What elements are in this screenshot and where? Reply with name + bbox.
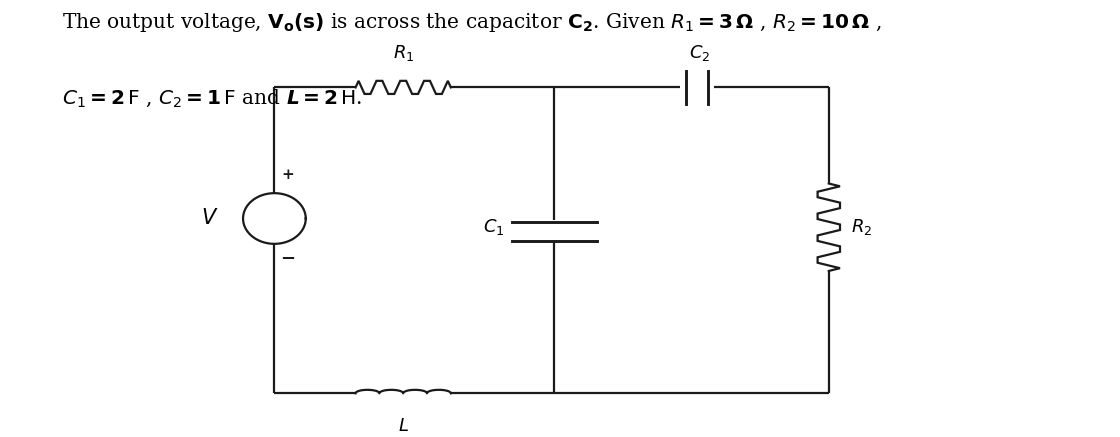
Text: +: + [281,168,295,182]
Text: $R_2$: $R_2$ [851,217,872,237]
Text: $V$: $V$ [200,208,218,229]
Text: $L$: $L$ [398,417,409,435]
Text: $R_1$: $R_1$ [392,43,414,63]
Text: $C_1$: $C_1$ [483,217,504,237]
Text: $\boldsymbol{C_1 = 2\,\mathrm{F}}$ , $\boldsymbol{C_2 = 1\,\mathrm{F}}$ and $\bo: $\boldsymbol{C_1 = 2\,\mathrm{F}}$ , $\b… [62,87,362,109]
Text: The output voltage, $\mathbf{V_o(s)}$ is across the capacitor $\mathbf{C_2}$. Gi: The output voltage, $\mathbf{V_o(s)}$ is… [62,11,881,34]
Text: $C_2$: $C_2$ [689,43,710,63]
Text: −: − [280,250,296,268]
